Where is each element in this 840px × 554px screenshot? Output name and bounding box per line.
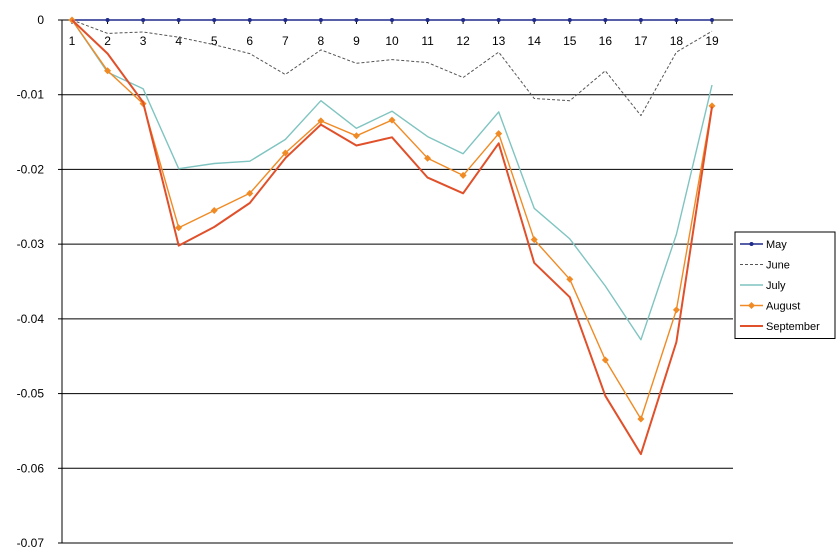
series-june — [71, 19, 713, 117]
x-tick-label: 10 — [385, 34, 399, 48]
point-may — [105, 18, 110, 22]
point-may — [710, 18, 714, 22]
legend-item-september: September — [740, 321, 820, 333]
point-august — [175, 224, 183, 232]
series-line-september — [71, 19, 713, 456]
x-tick-label: 15 — [563, 34, 577, 48]
x-tick-label: 7 — [282, 34, 289, 48]
x-tick-label: 16 — [599, 34, 613, 48]
y-tick-label: -0.02 — [17, 162, 45, 176]
point-august — [317, 117, 325, 125]
point-august — [352, 132, 360, 140]
point-august — [708, 102, 716, 110]
point-may — [390, 18, 394, 22]
point-may — [461, 18, 466, 22]
point-august — [388, 116, 396, 124]
point-may — [638, 18, 643, 22]
point-august — [246, 189, 254, 197]
point-august — [672, 306, 680, 314]
x-tick-label: 3 — [140, 34, 147, 48]
x-tick-label: 11 — [421, 34, 434, 48]
point-may — [425, 18, 430, 22]
point-august — [530, 236, 538, 244]
x-tick-label: 14 — [528, 34, 542, 48]
series-line-july — [71, 19, 713, 341]
series-september — [71, 19, 713, 456]
point-may — [496, 18, 501, 22]
legend-label: June — [766, 260, 790, 272]
legend-label: May — [766, 239, 787, 251]
point-august — [601, 356, 609, 364]
point-may — [176, 18, 181, 22]
point-august — [459, 171, 467, 179]
axes — [61, 19, 733, 543]
point-may — [674, 18, 679, 22]
x-tick-label: 4 — [175, 34, 182, 48]
point-may — [212, 18, 217, 22]
y-tick-label: -0.05 — [17, 387, 45, 401]
series-may — [70, 18, 714, 22]
y-tick-label: -0.01 — [17, 88, 45, 102]
point-august — [210, 207, 218, 215]
point-august — [495, 130, 503, 138]
point-august — [637, 415, 645, 423]
y-tick-label: -0.07 — [17, 536, 45, 550]
point-may — [318, 18, 323, 22]
legend-label: September — [766, 321, 820, 333]
x-tick-label: 12 — [456, 34, 470, 48]
y-tick-label: -0.04 — [17, 312, 45, 326]
point-august — [104, 67, 112, 75]
legend-marker — [749, 242, 754, 246]
x-tick-label: 19 — [705, 34, 719, 48]
point-may — [532, 18, 537, 22]
x-tick-label: 17 — [634, 34, 648, 48]
x-tick-label: 1 — [69, 34, 76, 48]
legend-item-august: August — [740, 301, 800, 313]
y-axis-ticks: 0 -0.01 -0.02 -0.03 -0.04 -0.05 -0.06 -0.07 — [17, 13, 62, 550]
legend-marker — [748, 302, 755, 309]
point-may — [141, 18, 146, 22]
series-line-june — [71, 19, 713, 117]
point-may — [283, 18, 288, 22]
x-tick-label: 5 — [211, 34, 218, 48]
point-august — [281, 149, 289, 157]
x-tick-label: 13 — [492, 34, 506, 48]
point-may — [247, 18, 252, 22]
y-tick-label: -0.03 — [17, 237, 45, 251]
series-august — [68, 16, 716, 423]
point-august — [566, 275, 574, 283]
x-tick-label: 8 — [318, 34, 325, 48]
point-may — [603, 18, 608, 22]
series-line-august — [71, 19, 713, 420]
y-tick-label: -0.06 — [17, 461, 45, 475]
legend-label: August — [766, 301, 800, 313]
x-tick-label: 6 — [246, 34, 253, 48]
x-tick-label: 2 — [104, 34, 111, 48]
y-tick-label: 0 — [37, 13, 44, 27]
legend-item-may: May — [740, 239, 787, 251]
legend-label: July — [766, 280, 786, 292]
point-may — [567, 18, 572, 22]
legend: May June July August September — [734, 231, 836, 339]
x-axis-ticks: 1 2 3 4 5 6 7 8 9 10 11 12 13 14 15 16 17 18 19 — [69, 20, 719, 48]
grid-lines — [62, 94, 733, 544]
legend-item-july: July — [740, 280, 786, 292]
point-may — [354, 18, 359, 22]
x-tick-label: 18 — [670, 34, 684, 48]
x-tick-label: 9 — [353, 34, 360, 48]
point-august — [424, 154, 432, 162]
legend-item-june: June — [740, 260, 790, 272]
series-july — [71, 19, 713, 341]
series-lines — [68, 16, 716, 456]
